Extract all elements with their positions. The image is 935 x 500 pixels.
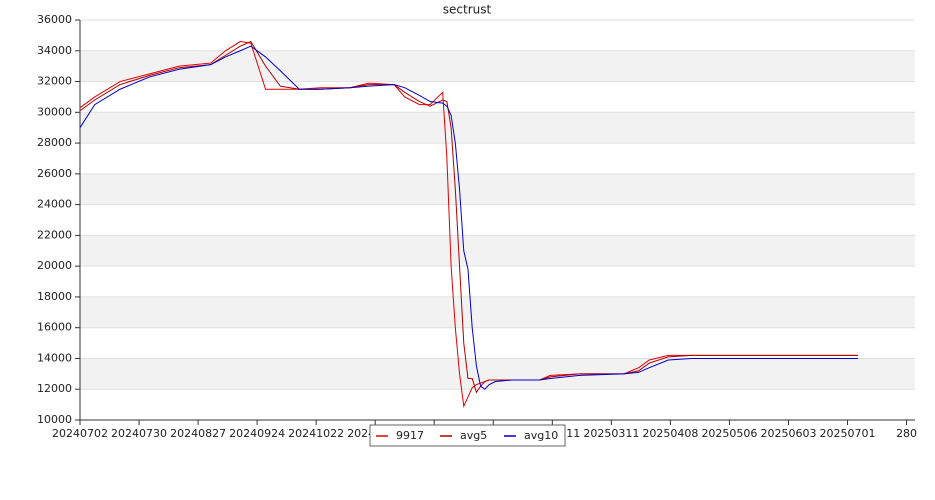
- legend-label: 9917: [396, 429, 424, 442]
- band: [80, 235, 915, 267]
- x-tick-label: 20250408: [642, 427, 698, 440]
- legend: 9917 avg5 avg10: [369, 424, 566, 447]
- y-tick-label: 34000: [37, 44, 72, 57]
- y-tick-label: 28000: [37, 136, 72, 149]
- x-tick-label: 20241022: [288, 427, 344, 440]
- x-tick-label: 20250701: [820, 427, 876, 440]
- line: [79, 45, 859, 390]
- x-tick-label: 20250311: [583, 427, 639, 440]
- band: [80, 358, 915, 390]
- legend-box: [369, 424, 566, 447]
- x-tick-label: 20240702: [52, 427, 108, 440]
- band: [80, 50, 915, 82]
- x-tick-label: 20250603: [760, 427, 816, 440]
- x-tick-label: 20250506: [701, 427, 757, 440]
- x-tick-label: 20240924: [229, 427, 285, 440]
- x-tick-label: 280: [896, 427, 917, 440]
- legend-label: avg10: [524, 429, 558, 442]
- legend-label: avg5: [460, 429, 487, 442]
- y-tick-label: 18000: [37, 290, 72, 303]
- y-tick-label: 10000: [37, 413, 72, 426]
- band: [80, 173, 915, 205]
- y-tick-label: 12000: [37, 382, 72, 395]
- line: [79, 41, 859, 408]
- y-tick-label: 14000: [37, 351, 72, 364]
- line: [79, 40, 859, 394]
- y-tick-label: 36000: [37, 13, 72, 26]
- band: [80, 296, 915, 328]
- chart-title: sectrust: [443, 3, 492, 17]
- y-tick-label: 24000: [37, 198, 72, 211]
- y-tick-label: 26000: [37, 167, 72, 180]
- y-tick-label: 16000: [37, 321, 72, 334]
- x-tick-label: 20240827: [170, 427, 226, 440]
- band: [80, 112, 915, 144]
- y-tick-label: 32000: [37, 75, 72, 88]
- x-tick-label: 20240730: [111, 427, 167, 440]
- y-tick-label: 22000: [37, 228, 72, 241]
- y-tick-label: 20000: [37, 259, 72, 272]
- y-tick-label: 30000: [37, 105, 72, 118]
